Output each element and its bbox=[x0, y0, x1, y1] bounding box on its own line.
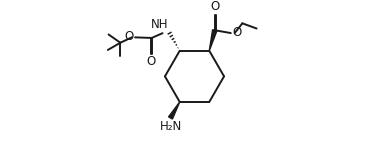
Polygon shape bbox=[168, 102, 180, 119]
Text: O: O bbox=[147, 55, 156, 68]
Polygon shape bbox=[209, 30, 217, 51]
Text: H₂N: H₂N bbox=[160, 120, 182, 133]
Text: O: O bbox=[211, 0, 220, 13]
Text: O: O bbox=[232, 26, 242, 39]
Text: O: O bbox=[124, 30, 134, 43]
Text: NH: NH bbox=[151, 18, 169, 31]
